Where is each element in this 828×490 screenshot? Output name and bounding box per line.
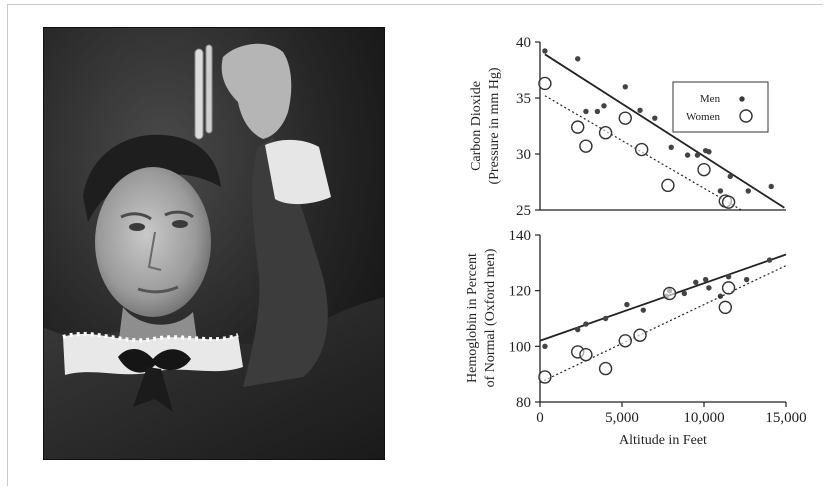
- co2-women-point: [538, 76, 552, 91]
- hb-men-point: [725, 274, 732, 280]
- figure-frame: [7, 4, 823, 486]
- hemoglobin-chart: 80 100 120 140 0 5,000 10,000 15,000 Hemoglobi…: [465, 228, 807, 448]
- hb-men-point: [702, 276, 709, 283]
- hb-men-point: [766, 257, 773, 263]
- co2-men-point: [542, 48, 548, 54]
- hb-men-point: [681, 290, 688, 297]
- hb-x-tick-label: 10,000: [683, 410, 724, 426]
- co2-chart: 25 30 35 40 Carbon Dioxide (Pressure in mm …: [469, 35, 786, 219]
- hb-y-label-line2: of Normal (Oxford men): [483, 248, 498, 387]
- hb-men-point: [640, 307, 647, 313]
- hb-y-ticks: 80 100 120 140: [509, 228, 540, 411]
- co2-women-point: [661, 178, 675, 193]
- co2-men-point: [575, 56, 581, 62]
- co2-men-point: [745, 188, 751, 194]
- legend-men-marker: [739, 96, 745, 102]
- co2-y-tick-label: 40: [516, 35, 531, 51]
- hb-women-point: [718, 300, 733, 315]
- co2-women-point: [721, 195, 736, 209]
- hb-x-ticks: 0 5,000 10,000 15,000: [536, 402, 807, 426]
- co2-men-trend-line: [544, 53, 785, 209]
- hb-women-point: [598, 361, 613, 376]
- hb-y-label-line1: Hemoglobin in Percent: [465, 253, 480, 383]
- hb-women-point: [721, 281, 736, 295]
- co2-y-tick-label: 25: [516, 203, 531, 219]
- co2-y-tick-label: 30: [516, 147, 531, 163]
- hb-y-tick-label: 80: [516, 395, 531, 411]
- co2-men-point: [594, 108, 601, 115]
- hb-women-point: [538, 370, 552, 384]
- legend-women-label: Women: [686, 111, 720, 123]
- hb-men-point: [583, 321, 589, 327]
- co2-men-point: [601, 103, 607, 109]
- co2-data-marks: [538, 48, 785, 212]
- co2-legend: Men Women: [672, 81, 769, 133]
- co2-men-point: [637, 107, 643, 114]
- hb-men-point: [693, 279, 699, 286]
- hb-women-point: [633, 328, 647, 342]
- hb-men-point: [624, 301, 630, 308]
- co2-women-point: [571, 120, 585, 134]
- hb-men-point: [542, 343, 548, 350]
- woman-with-test-tube-photo-icon: [43, 27, 385, 460]
- co2-men-point: [706, 149, 712, 155]
- co2-women-point: [579, 139, 593, 153]
- legend-box: [672, 81, 769, 133]
- hb-y-tick-label: 100: [509, 339, 532, 355]
- hb-data-marks: [538, 253, 787, 384]
- co2-y-label-line2: (Pressure in mm Hg): [487, 67, 502, 184]
- hb-men-trend-line: [539, 253, 787, 342]
- co2-women-point: [634, 142, 649, 157]
- co2-women-point: [697, 162, 711, 177]
- co2-men-point: [668, 144, 674, 150]
- hb-y-tick-label: 120: [509, 284, 532, 300]
- co2-men-point: [717, 188, 724, 194]
- co2-women-point: [598, 126, 613, 140]
- hb-women-point: [662, 286, 677, 301]
- hb-men-point: [602, 315, 609, 322]
- hb-women-point: [579, 347, 593, 362]
- co2-y-tick-label: 35: [516, 91, 531, 107]
- hb-men-point: [706, 285, 712, 291]
- hb-men-point: [575, 326, 581, 333]
- legend-men-label: Men: [700, 93, 721, 105]
- hb-x-tick-label: 15,000: [765, 410, 806, 426]
- hb-x-tick-label: 0: [536, 410, 544, 426]
- co2-women-point: [618, 111, 632, 125]
- hb-x-label: Altitude in Feet: [619, 433, 707, 448]
- co2-men-point: [583, 108, 589, 115]
- hb-x-tick-label: 5,000: [605, 410, 639, 426]
- hb-men-point: [743, 276, 750, 283]
- co2-y-label-line1: Carbon Dioxide: [469, 81, 484, 171]
- hb-y-tick-label: 140: [509, 228, 532, 244]
- hb-women-point: [618, 334, 632, 348]
- co2-men-point: [727, 173, 733, 180]
- scatter-charts: 25 30 35 40 Carbon Dioxide (Pressure in mm …: [465, 35, 807, 448]
- legend-women-marker: [739, 109, 753, 123]
- co2-men-point: [652, 115, 658, 121]
- co2-men-point: [684, 152, 691, 158]
- co2-y-ticks: 25 30 35 40: [516, 35, 540, 219]
- co2-men-point: [768, 183, 774, 190]
- co2-men-point: [694, 152, 701, 158]
- hb-women-trend-line: [539, 265, 787, 384]
- co2-men-point: [622, 84, 628, 90]
